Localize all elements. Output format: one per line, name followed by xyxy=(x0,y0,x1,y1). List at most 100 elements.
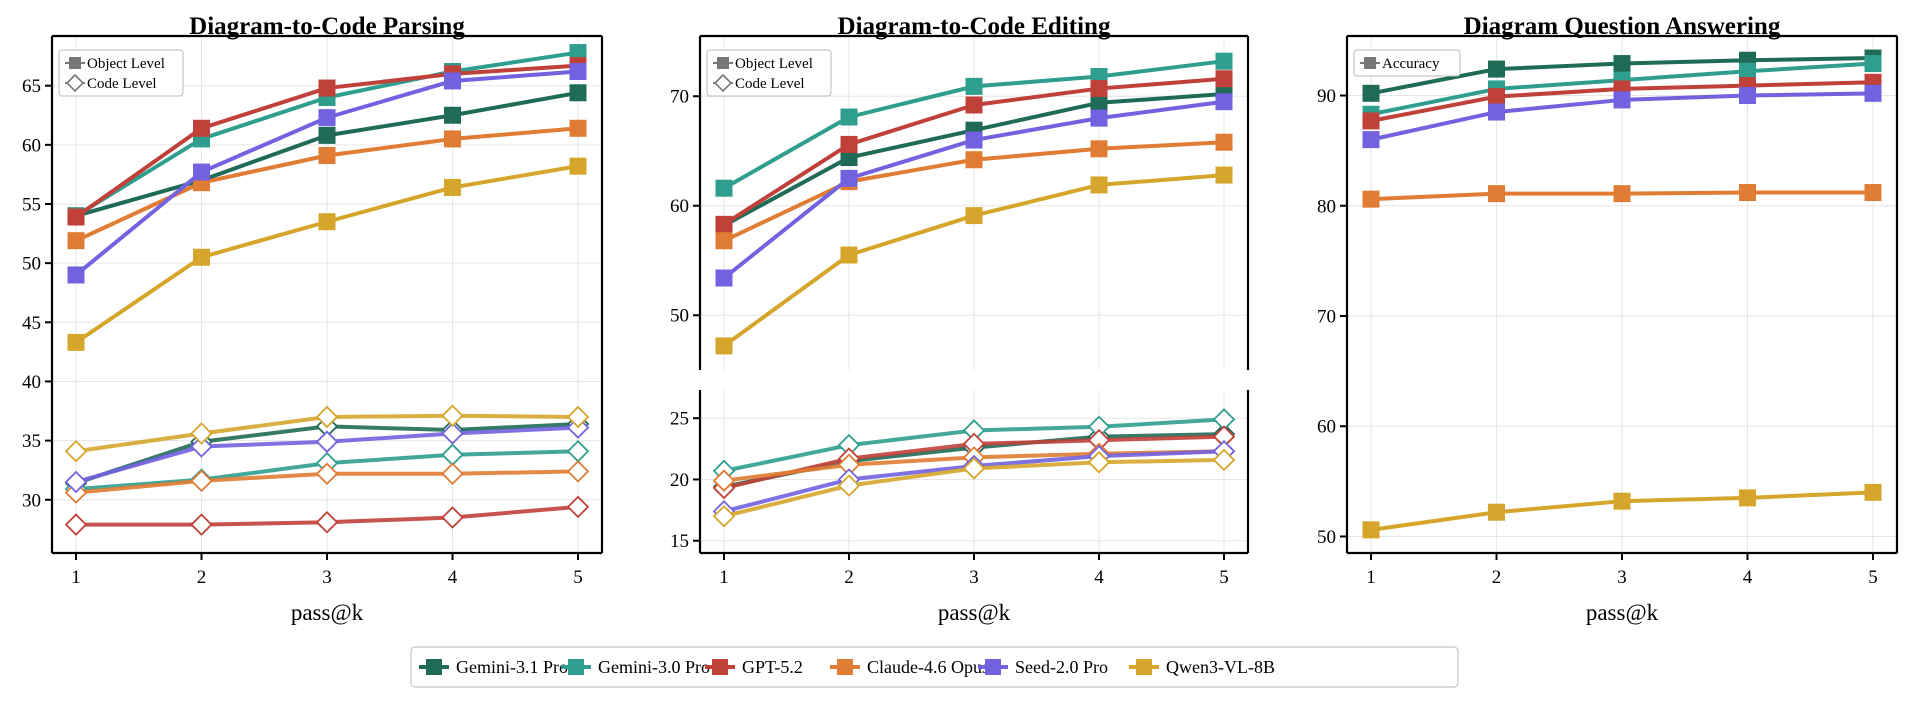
y-tick-label: 60 xyxy=(670,196,689,217)
data-point xyxy=(441,404,464,428)
figure-legend: Gemini-3.1 Pro Gemini-3.0 Pro GPT-5.2 Claud… xyxy=(410,646,1459,688)
y-tick-label: 80 xyxy=(1317,196,1336,217)
data-point xyxy=(441,506,464,529)
y-tick-label: 50 xyxy=(670,306,689,327)
data-point xyxy=(1087,451,1111,474)
series-claude-4-6-opus xyxy=(1362,184,1882,208)
data-point xyxy=(67,333,85,351)
panel-title: Diagram-to-Code Parsing xyxy=(189,13,465,40)
data-point xyxy=(1215,133,1233,151)
series-qwen3-vl-8b-object-level xyxy=(715,166,1233,355)
data-point xyxy=(569,84,587,102)
data-point xyxy=(715,337,733,355)
y-tick-label: 15 xyxy=(670,531,689,552)
y-tick-label: 25 xyxy=(670,409,689,430)
data-point xyxy=(965,96,983,114)
x-axis-label: pass@k xyxy=(938,600,1011,625)
legend-marker-square xyxy=(69,57,81,69)
legend-label: Code Level xyxy=(87,76,157,92)
x-tick-label: 4 xyxy=(1743,567,1753,588)
data-point xyxy=(1488,103,1505,121)
data-point xyxy=(1739,62,1756,80)
series-seed-2-0-pro-object-level xyxy=(715,93,1233,287)
x-tick-label: 2 xyxy=(1492,567,1502,588)
y-tick-label: 60 xyxy=(22,135,41,156)
data-point xyxy=(441,443,464,467)
panel-title: Diagram-to-Code Editing xyxy=(838,13,1111,40)
y-tick-label: 30 xyxy=(22,490,41,511)
data-point xyxy=(1488,185,1505,203)
panel-legend: Object Level Code Level xyxy=(58,49,184,97)
data-point xyxy=(840,246,858,264)
x-tick-label: 5 xyxy=(1868,567,1878,588)
y-tick-label: 70 xyxy=(670,87,689,108)
data-point xyxy=(1090,94,1108,112)
panel-title: Diagram Question Answering xyxy=(1464,13,1781,40)
data-point xyxy=(318,79,336,97)
legend-item-qwen3-vl-8b: Qwen3-VL-8B xyxy=(1129,657,1275,677)
legend-label: Accuracy xyxy=(1382,56,1440,72)
series-gpt-5-2-object-level xyxy=(715,70,1233,233)
data-point xyxy=(965,77,983,95)
x-axis-label: pass@k xyxy=(1586,600,1659,625)
y-tick-label: 70 xyxy=(1317,306,1336,327)
y-tick-label: 20 xyxy=(670,470,689,491)
data-point xyxy=(318,109,336,127)
legend-marker-diamond xyxy=(713,73,733,93)
legend-marker-square xyxy=(426,659,442,675)
data-point xyxy=(190,513,213,536)
data-point xyxy=(315,405,339,429)
data-point xyxy=(566,439,590,463)
data-point xyxy=(193,119,210,137)
data-point xyxy=(1090,109,1108,127)
x-tick-label: 5 xyxy=(1219,567,1229,588)
data-point xyxy=(962,457,986,480)
data-point xyxy=(444,106,461,124)
y-tick-label: 50 xyxy=(22,254,41,275)
legend-label: Qwen3-VL-8B xyxy=(1166,657,1275,677)
data-point xyxy=(193,248,210,266)
x-tick-label: 4 xyxy=(448,567,458,588)
legend-label: Code Level xyxy=(735,76,805,92)
data-point xyxy=(1739,489,1756,507)
series-seed-2-0-pro-object-level xyxy=(67,62,587,284)
panel-2: 50 60 70 15 20 25 1 2 3 4 5 Diagram-to-Code Editing… xyxy=(670,13,1250,625)
data-point xyxy=(190,469,213,493)
series-seed-2-0-pro-code-level xyxy=(64,416,590,494)
y-tick-label: 55 xyxy=(22,194,41,215)
data-point xyxy=(1613,185,1631,203)
legend-frame xyxy=(410,646,1459,688)
data-point xyxy=(64,470,88,494)
legend-item-claude-4-6-opus: Claude-4.6 Opus xyxy=(830,657,989,677)
legend-item-gpt-5-2: GPT-5.2 xyxy=(705,657,803,677)
y-tick-label: 45 xyxy=(22,313,41,334)
legend-item-gemini-3-0-pro: Gemini-3.0 Pro xyxy=(561,657,710,677)
data-point xyxy=(1864,483,1882,501)
data-point xyxy=(318,213,336,231)
legend-marker-diamond xyxy=(65,73,85,93)
legend-box xyxy=(58,49,184,97)
series-gpt-5-2-object-level xyxy=(67,57,587,226)
legend-label: Gemini-3.1 Pro xyxy=(456,657,568,677)
legend-marker-square xyxy=(712,659,728,675)
data-point xyxy=(318,126,336,144)
series-claude-4-6-opus-object-level xyxy=(67,119,587,250)
x-tick-label: 2 xyxy=(197,567,207,588)
legend-label: Claude-4.6 Opus xyxy=(867,657,989,677)
data-point xyxy=(1215,52,1233,70)
legend-marker-square xyxy=(985,659,1001,675)
data-point xyxy=(1090,140,1108,158)
data-point xyxy=(193,163,210,181)
data-point xyxy=(1215,70,1233,88)
data-point xyxy=(1362,112,1380,130)
x-tick-label: 5 xyxy=(573,567,583,588)
x-axis-label: pass@k xyxy=(291,600,364,625)
legend-label: Object Level xyxy=(735,56,813,72)
legend-item-gemini-3-1-pro: Gemini-3.1 Pro xyxy=(419,657,568,677)
legend-box xyxy=(1353,49,1461,77)
series-gpt-5-2-code-level xyxy=(64,495,590,536)
axes-frame: 50 60 70 xyxy=(670,34,1250,370)
data-point xyxy=(1613,492,1631,510)
data-point xyxy=(315,510,339,534)
